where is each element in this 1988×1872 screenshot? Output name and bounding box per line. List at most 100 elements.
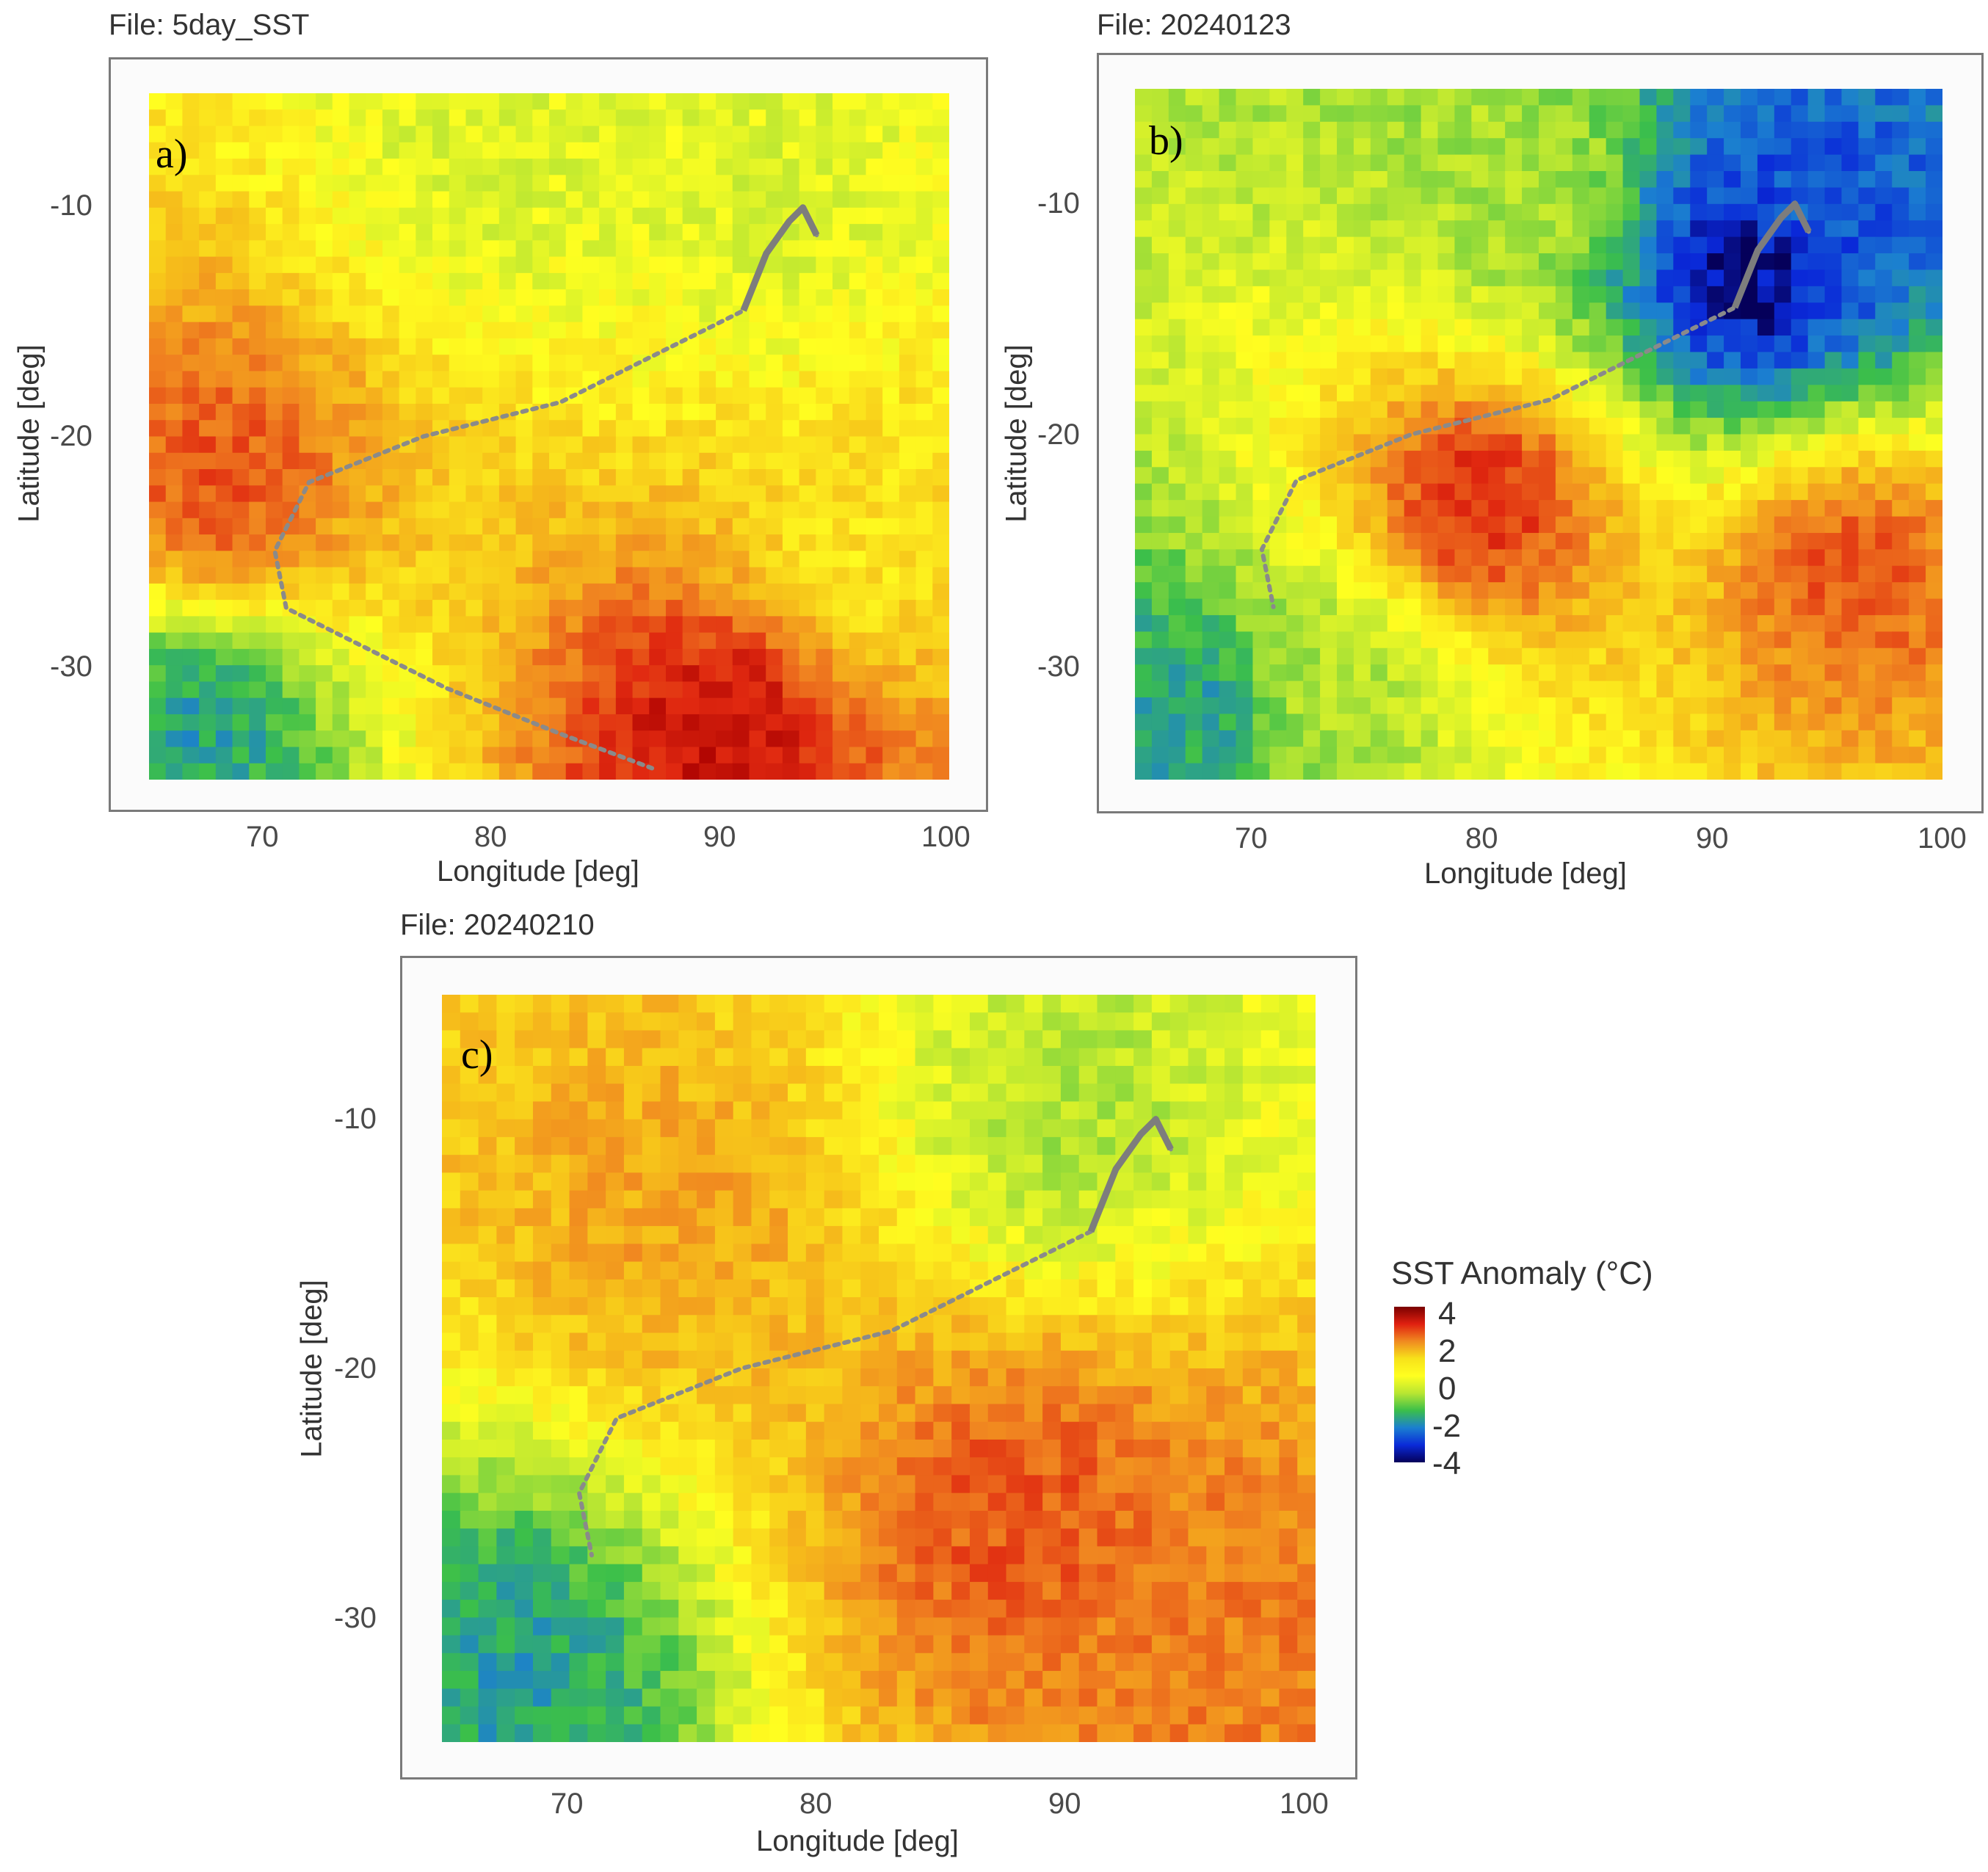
heatmap-cell — [697, 1012, 716, 1031]
heatmap-cell — [1639, 598, 1658, 616]
heatmap-cell — [366, 256, 383, 274]
heatmap-cell — [716, 256, 733, 274]
heatmap-cell — [582, 240, 600, 258]
heatmap-cell — [1219, 614, 1237, 632]
heatmap-cell — [816, 322, 833, 339]
heatmap-cell — [1353, 89, 1371, 106]
heatmap-cell — [1606, 187, 1624, 205]
heatmap-cell — [1151, 681, 1169, 698]
heatmap-cell — [832, 224, 850, 241]
heatmap-cell — [642, 1315, 661, 1334]
heatmap-cell — [382, 697, 400, 715]
heatmap-cell — [432, 469, 450, 486]
heatmap-cell — [951, 1155, 971, 1173]
heatmap-cell — [915, 1172, 934, 1191]
heatmap-cell — [1741, 138, 1758, 156]
heatmap-cell — [716, 714, 733, 731]
heatmap-cell — [932, 126, 949, 143]
heatmap-cell — [1297, 1084, 1316, 1103]
heatmap-cell — [599, 272, 617, 290]
heatmap-cell — [498, 763, 517, 780]
heatmap-cell — [732, 485, 750, 503]
heatmap-cell — [498, 371, 517, 388]
heatmap-cell — [1269, 714, 1287, 731]
heatmap-cell — [816, 632, 833, 650]
heatmap-cell — [682, 93, 700, 110]
heatmap-cell — [1242, 995, 1262, 1013]
heatmap-cell — [849, 338, 867, 355]
heatmap-cell — [1471, 631, 1489, 649]
heatmap-cell — [682, 600, 700, 617]
heatmap-cell — [1437, 500, 1456, 518]
heatmap-cell — [1909, 647, 1926, 665]
heatmap-cell — [1320, 105, 1338, 123]
heatmap-cell — [232, 322, 250, 339]
heatmap-cell — [382, 224, 400, 241]
heatmap-cell — [733, 1297, 752, 1316]
heatmap-cell — [1042, 1048, 1062, 1067]
heatmap-cell — [182, 142, 200, 159]
heatmap-cell — [1006, 1172, 1025, 1191]
heatmap-cell — [149, 567, 167, 584]
heatmap-cell — [1841, 747, 1860, 764]
heatmap-cell — [1219, 105, 1237, 123]
heatmap-cell — [1639, 352, 1658, 369]
heatmap-cell — [366, 747, 383, 764]
heatmap-cell — [1757, 319, 1775, 336]
heatmap-cell — [1185, 483, 1203, 501]
heatmap-cell — [569, 1190, 588, 1209]
heatmap-cell — [265, 256, 283, 274]
heatmap-cell — [882, 469, 900, 486]
heatmap-cell — [842, 1048, 861, 1067]
heatmap-cell — [1202, 565, 1220, 583]
heatmap-cell — [149, 322, 167, 339]
heatmap-cell — [879, 1012, 898, 1031]
heatmap-cell — [165, 159, 184, 175]
heatmap-cell — [1135, 269, 1153, 287]
heatmap-cell — [199, 469, 217, 486]
heatmap-cell — [1168, 582, 1186, 600]
heatmap-cell — [1078, 1261, 1098, 1280]
heatmap-cell — [842, 1101, 861, 1120]
heatmap-cell — [1555, 631, 1573, 649]
heatmap-cell — [215, 256, 233, 274]
heatmap-cell — [1892, 286, 1909, 303]
heatmap-cell — [1242, 1012, 1262, 1031]
heatmap-cell — [316, 289, 333, 306]
heatmap-cell — [1320, 434, 1338, 451]
heatmap-cell — [232, 763, 250, 780]
heatmap-cell — [1656, 532, 1674, 550]
heatmap-cell — [582, 420, 600, 438]
heatmap-cell — [1242, 1190, 1262, 1209]
heatmap-cell — [1219, 121, 1237, 139]
heatmap-cell — [249, 763, 266, 780]
heatmap-cell — [1252, 302, 1270, 320]
heatmap-cell — [1622, 714, 1641, 731]
heatmap-cell — [882, 648, 900, 666]
heatmap-cell — [199, 403, 217, 421]
heatmap-cell — [316, 159, 333, 175]
heatmap-cell — [782, 600, 800, 617]
heatmap-cell — [732, 93, 750, 110]
heatmap-cell — [1115, 1012, 1134, 1031]
heatmap-cell — [496, 1190, 515, 1209]
heatmap-cell — [416, 305, 433, 323]
heatmap-cell — [1437, 138, 1456, 156]
heatmap-cell — [1622, 467, 1641, 485]
heatmap-cell — [1673, 203, 1691, 221]
heatmap-cell — [249, 289, 266, 306]
heatmap-cell — [1824, 401, 1843, 418]
heatmap-cell — [1741, 747, 1758, 764]
heatmap-cell — [565, 452, 584, 470]
heatmap-cell — [449, 616, 467, 634]
heatmap-cell — [1791, 352, 1809, 369]
heatmap-cell — [1892, 500, 1909, 518]
heatmap-cell — [1488, 532, 1506, 550]
heatmap-cell — [399, 322, 416, 339]
heatmap-cell — [332, 338, 350, 355]
heatmap-cell — [1387, 467, 1405, 485]
heatmap-cell — [165, 322, 184, 339]
heatmap-cell — [1488, 631, 1506, 649]
heatmap-cell — [1539, 401, 1556, 418]
heatmap-cell — [1471, 467, 1489, 485]
